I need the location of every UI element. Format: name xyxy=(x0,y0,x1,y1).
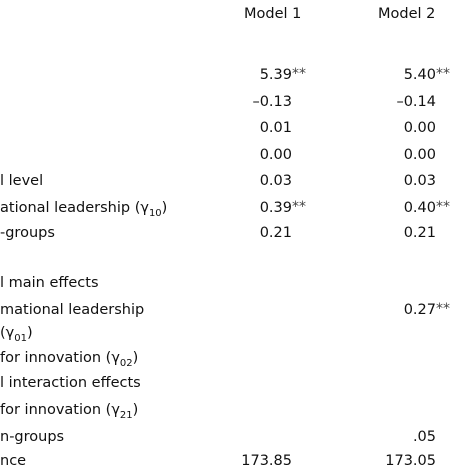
label-text: ational leadership (γ xyxy=(0,200,149,216)
label-text: l main effects xyxy=(0,275,99,291)
cell-value: 0.03 xyxy=(404,172,436,190)
label-text: -groups xyxy=(0,225,55,241)
value: .05 xyxy=(412,429,436,445)
value: 0.21 xyxy=(403,225,436,241)
significance: ** xyxy=(292,66,306,82)
row-label: nce xyxy=(0,452,26,470)
value: 0.21 xyxy=(259,225,292,241)
row-label: l main effects xyxy=(0,274,99,292)
value: 0.01 xyxy=(259,120,292,136)
value: 0.03 xyxy=(259,173,292,189)
label-text: l level xyxy=(0,173,44,189)
value: 5.40 xyxy=(403,67,436,83)
label-subscript: 21 xyxy=(119,410,133,421)
significance: ** xyxy=(436,199,450,215)
label-text: ) xyxy=(132,350,139,366)
label-text: for innovation (γ xyxy=(0,402,120,418)
label-subscript: 10 xyxy=(148,208,162,219)
cell-value: 5.40 ** xyxy=(403,66,450,84)
value: 0.40 xyxy=(403,200,436,216)
value: 0.39 xyxy=(259,200,292,216)
significance: ** xyxy=(436,301,450,317)
label-text: l interaction effects xyxy=(0,375,141,391)
value: 0.27 xyxy=(403,302,436,318)
label-text: for innovation (γ xyxy=(0,350,120,366)
cell-value: 0.40 ** xyxy=(403,199,450,217)
cell-value: .05 xyxy=(413,428,436,446)
row-label: n-groups xyxy=(0,428,64,446)
label-text: (γ xyxy=(0,325,15,341)
row-label: -groups xyxy=(0,224,55,242)
cell-value: 0.00 xyxy=(260,146,292,164)
value: 0.03 xyxy=(403,173,436,189)
value: 5.39 xyxy=(259,67,292,83)
cell-value: 173.85 xyxy=(241,452,292,470)
cell-value: 5.39 ** xyxy=(259,66,306,84)
significance: ** xyxy=(292,199,306,215)
row-label: for innovation (γ02) xyxy=(0,349,139,369)
row-label: l interaction effects xyxy=(0,374,141,392)
cell-value: 0.03 xyxy=(260,172,292,190)
label-text: ) xyxy=(161,200,168,216)
label-subscript: 02 xyxy=(119,358,133,369)
label-subscript: 01 xyxy=(14,333,27,344)
value: 0.00 xyxy=(259,147,292,163)
value: 0.00 xyxy=(403,120,436,136)
cell-value: –0.13 xyxy=(252,93,292,111)
row-label: (γ01) xyxy=(0,324,33,344)
row-label: l level xyxy=(0,172,43,190)
value: –0.13 xyxy=(252,94,292,110)
row-label: ational leadership (γ10) xyxy=(0,199,168,219)
label-text: nce xyxy=(0,453,27,469)
row-label: for innovation (γ21) xyxy=(0,401,139,421)
value: 173.05 xyxy=(385,453,436,469)
cell-value: –0.14 xyxy=(396,93,436,111)
cell-value: 0.00 xyxy=(404,119,436,137)
label-text: ) xyxy=(26,325,33,341)
value: –0.14 xyxy=(396,94,436,110)
cell-value: 173.05 xyxy=(385,452,436,470)
column-header: Model 2 xyxy=(378,6,436,22)
significance: ** xyxy=(436,66,450,82)
cell-value: 0.21 xyxy=(260,224,292,242)
cell-value: 0.27 ** xyxy=(403,301,450,319)
label-text: mational leadership xyxy=(0,302,145,318)
label-text: n-groups xyxy=(0,429,65,445)
cell-value: 0.01 xyxy=(260,119,292,137)
cell-value: 0.39 ** xyxy=(259,199,306,217)
value: 173.85 xyxy=(241,453,292,469)
label-text: ) xyxy=(132,402,139,418)
cell-value: 0.21 xyxy=(404,224,436,242)
row-label: mational leadership xyxy=(0,301,144,319)
cell-value: 0.00 xyxy=(404,146,436,164)
value: 0.00 xyxy=(403,147,436,163)
column-header: Model 1 xyxy=(244,6,302,22)
